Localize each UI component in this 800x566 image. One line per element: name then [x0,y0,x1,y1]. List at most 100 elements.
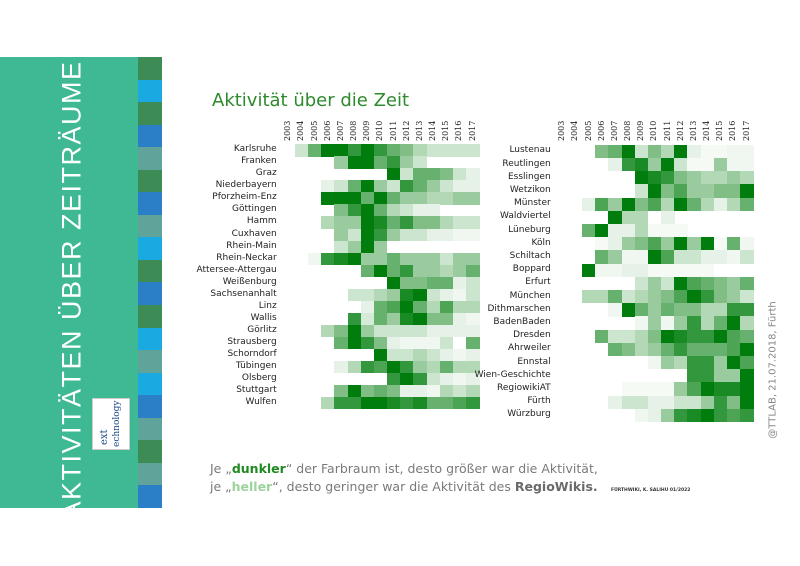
heatmap-cell [582,223,596,238]
heatmap-cell [360,300,375,314]
heatmap-cell [334,144,348,157]
heatmap-cell [426,264,441,278]
heatmap-cell [347,324,362,338]
heatmap-cell [426,144,441,157]
row-label: Hamm [246,216,277,227]
heatmap-cell [726,395,741,410]
heatmap-cell [413,360,427,374]
heatmap-cell [373,384,388,398]
heatmap-cell [595,144,609,159]
legend-dark-word: dunkler [231,461,286,476]
heatmap-cell [387,144,401,157]
year-tick-label: 2012 [401,120,411,141]
heatmap-cell [334,228,348,241]
heatmap-cell [439,396,454,410]
heatmap-cell [634,263,649,278]
heatmap-cell [321,144,335,157]
row-label: Attersee-Attergau [196,264,277,275]
heatmap-cell [634,210,649,225]
year-tick-label: 2016 [454,120,464,141]
heatmap-cell [687,263,701,278]
heatmap-cell [466,312,480,326]
row-label: Weißenburg [222,276,277,287]
heatmap-cell [452,312,467,326]
heatmap-cell [426,360,441,374]
heatmap-cell [713,237,728,251]
heatmap-cell [347,384,362,398]
row-label: Graz [255,168,277,179]
heatmap-cell [647,382,662,396]
heatmap-cell [452,216,467,229]
heatmap-cell [347,228,362,241]
heatmap-cell [674,355,688,370]
heatmap-cell [740,197,754,212]
row-label: Dithmarschen [487,303,551,314]
year-tick-label: 2005 [583,120,593,141]
year-tick-label: 2012 [675,120,685,141]
heatmap-cell [647,157,662,172]
heatmap-cell [740,184,754,198]
heatmap-cell [621,250,636,264]
heatmap-cell [294,144,309,157]
heatmap-cell [661,395,675,410]
year-tick-label: 2015 [715,120,725,141]
heatmap-cell [466,168,480,181]
heatmap-cell [661,171,675,185]
heatmap-cell [726,197,741,212]
heatmap-cell [608,197,622,212]
heatmap-cell [413,384,427,398]
heatmap-cell [373,204,388,217]
heatmap-cell [439,384,454,398]
heatmap-cell [674,237,688,251]
year-tick-label: 2015 [441,120,451,141]
heatmap-cell [582,263,596,278]
heatmap-cell [621,303,636,317]
heatmap-cell [426,204,441,217]
stripe-block [138,462,162,486]
heatmap-cell [595,289,609,304]
heatmap-cell [582,289,596,304]
heatmap-cell [661,197,675,212]
row-label: Ahrweiler [507,343,551,354]
row-label: Reutlingen [502,158,551,169]
heatmap-cell [426,324,441,338]
heatmap-cell [700,316,715,330]
heatmap-cell [634,237,649,251]
heatmap-cell [634,382,649,396]
heatmap-cell [740,289,754,304]
heatmap-cell [452,360,467,374]
heatmap-cell [687,157,701,172]
slide-title: AKTIVITÄTEN ÜBER ZEITRÄUME [56,60,87,520]
heatmap-cell [413,144,427,157]
heatmap-cell [334,216,348,229]
heatmap-cell [387,324,401,338]
heatmap-cell [674,223,688,238]
row-label: RegiowikiAT [497,382,551,393]
heatmap-cell [674,395,688,410]
heatmap-cell [387,312,401,326]
heatmap-cell [726,157,741,172]
heatmap-cell [387,180,401,193]
heatmap-cell [713,355,728,370]
heatmap-cell [740,316,754,330]
heatmap-cell [452,192,467,205]
heatmap-cell [373,396,388,410]
stripe-block [138,282,162,306]
legend-text: Je „dunkler“ der Farbraum ist, desto grö… [210,460,598,496]
heatmap-cell [413,348,427,362]
heatmap-cell [634,303,649,317]
heatmap-cell [413,168,427,181]
heatmap-cell [647,197,662,212]
heatmap-cell [608,144,622,159]
heatmap-cell [413,192,427,205]
heatmap-cell [687,329,701,344]
heatmap-cell [661,382,675,396]
heatmap-cell [360,240,375,253]
heatmap-cell [674,289,688,304]
heatmap-cell [400,276,414,290]
stripe-block [138,485,162,508]
row-label: Dresden [513,330,551,341]
heatmap-cell [452,252,467,265]
heatmap-cell [726,171,741,185]
heatmap-cell [452,288,467,302]
